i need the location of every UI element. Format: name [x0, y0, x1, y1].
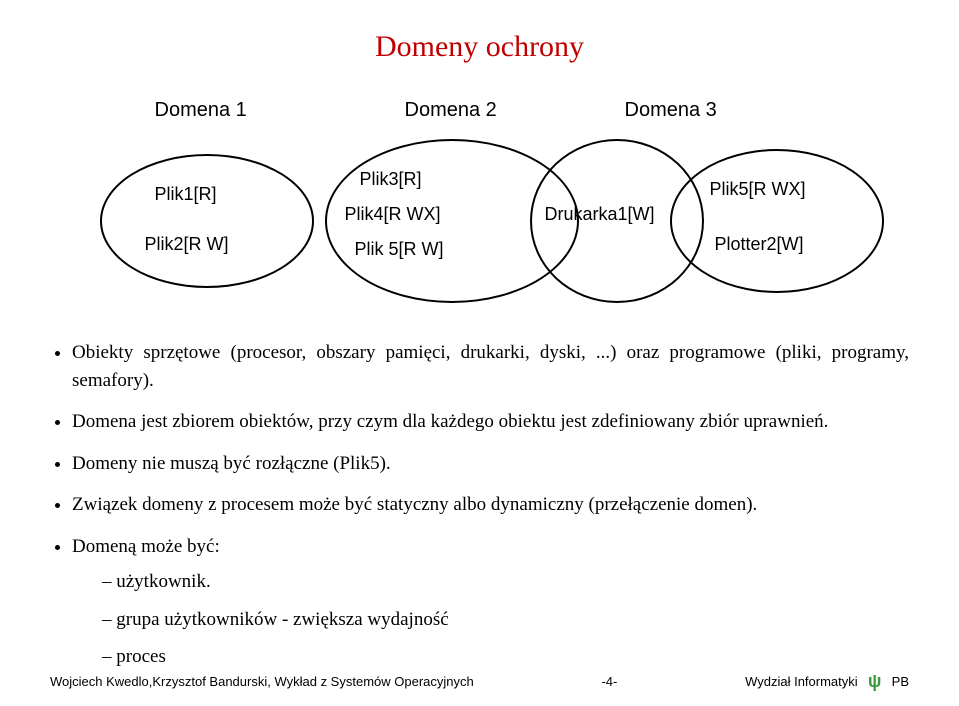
bullet-item: Domeną może być:użytkownik.grupa użytkow… — [72, 533, 909, 671]
bullet-item: Domena jest zbiorem obiektów, przy czym … — [72, 408, 909, 436]
object-label: Plik4[R WX] — [345, 204, 441, 225]
domain-ellipse — [100, 154, 314, 288]
sub-bullet-list: użytkownik. grupa użytkowników - zwiększa… — [72, 568, 909, 671]
object-label: Plotter2[W] — [715, 234, 804, 255]
footer-center: -4- — [601, 674, 617, 689]
venn-diagram: Domena 1 Domena 2 Domena 3 Plik1[R] Plik2[R … — [70, 99, 890, 319]
footer-right: Wydział Informatyki ψ PB — [745, 670, 909, 692]
footer-dept: Wydział Informatyki — [745, 674, 858, 689]
object-label: Plik5[R WX] — [710, 179, 806, 200]
footer-left: Wojciech Kwedlo,Krzysztof Bandurski, Wyk… — [50, 674, 474, 689]
sub-bullet-item: proces — [102, 643, 909, 671]
object-label: Plik2[R W] — [145, 234, 229, 255]
object-label: Plik1[R] — [155, 184, 217, 205]
domain-label: Domena 3 — [625, 99, 717, 122]
bullet-list: Obiekty sprzętowe (procesor, obszary pam… — [50, 339, 909, 671]
domain-label: Domena 1 — [155, 99, 247, 122]
object-label: Plik 5[R W] — [355, 239, 444, 260]
object-label: Plik3[R] — [360, 169, 422, 190]
bullet-item: Obiekty sprzętowe (procesor, obszary pam… — [72, 339, 909, 394]
domain-ellipse — [670, 149, 884, 293]
object-label: Drukarka1[W] — [545, 204, 655, 225]
domain-label: Domena 2 — [405, 99, 497, 122]
logo-icon: ψ — [864, 670, 886, 692]
bullet-item: Związek domeny z procesem może być staty… — [72, 491, 909, 519]
bullet-item: Domeny nie muszą być rozłączne (Plik5). — [72, 450, 909, 478]
sub-bullet-item: użytkownik. — [102, 568, 909, 596]
page-title: Domeny ochrony — [50, 30, 909, 64]
sub-bullet-item: grupa użytkowników - zwiększa wydajność — [102, 606, 909, 634]
footer: Wojciech Kwedlo,Krzysztof Bandurski, Wyk… — [50, 670, 909, 692]
footer-pb: PB — [892, 674, 909, 689]
